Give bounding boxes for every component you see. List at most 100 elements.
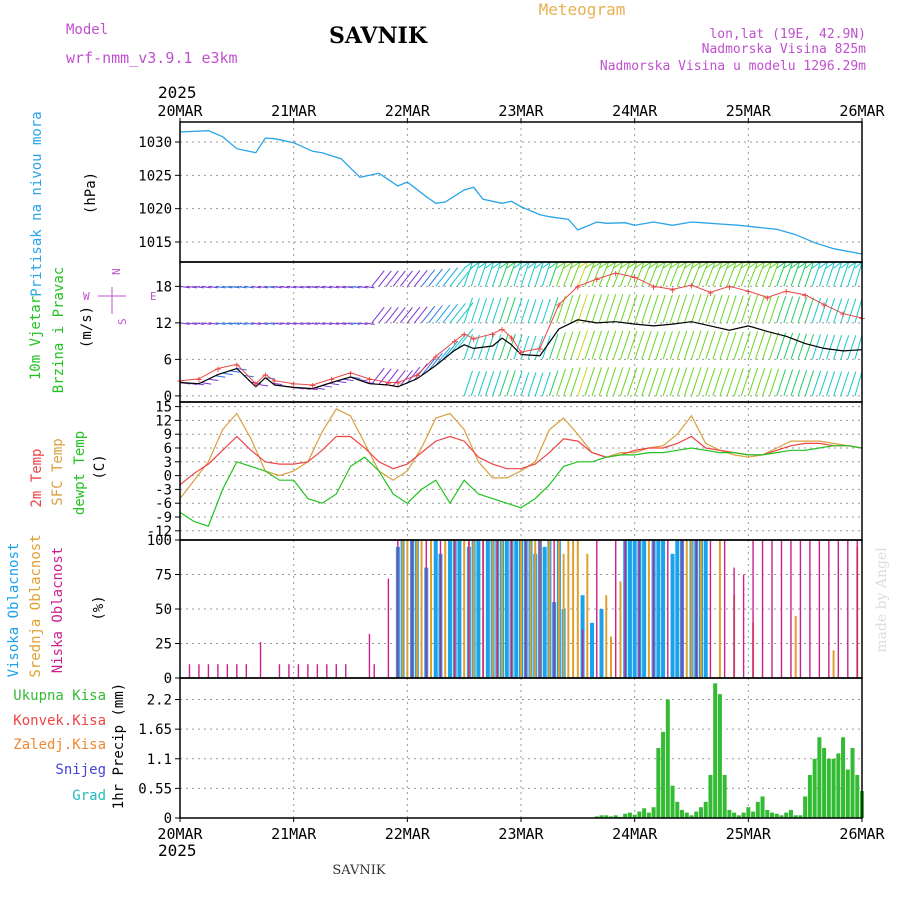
- precip-bar: [760, 796, 765, 818]
- wind-arrow: [485, 261, 494, 269]
- wind-panel-labels: 10m Vjetar Brzina i Pravac (m/s) N S W E: [28, 267, 157, 393]
- wind-arrow: [598, 367, 610, 397]
- precip-bar: [727, 809, 732, 818]
- precip-bar: [855, 774, 860, 818]
- cloud-mid-bar: [501, 540, 504, 678]
- y-tick-label: 1025: [138, 168, 172, 184]
- wind-gust-marker: +: [745, 285, 752, 298]
- wind-arrow: [619, 367, 631, 397]
- cloud-high-bar: [514, 540, 519, 678]
- wind-arrow: [243, 285, 254, 289]
- wind-arrow: [215, 322, 226, 325]
- wind-arrow: [470, 261, 480, 269]
- wind-arrow: [712, 261, 723, 287]
- wind-arrow: [506, 333, 516, 360]
- y-tick-label: 75: [155, 568, 172, 584]
- wind-arrow: [378, 368, 392, 385]
- wind-arrow: [605, 330, 617, 360]
- wind-arrow: [634, 330, 645, 360]
- wind-arrow: [754, 368, 766, 397]
- wind-arrow: [598, 261, 609, 269]
- wind-arrow: [520, 299, 530, 324]
- y-tick-label: 3: [164, 455, 172, 471]
- x-tick-label-top: 23MAR: [498, 102, 544, 120]
- wind-arrow: [556, 261, 566, 287]
- wind-arrow: [747, 331, 759, 360]
- watermark: made by Angel: [874, 547, 890, 653]
- y-tick-label: 0: [164, 671, 172, 687]
- wind-gust-marker: +: [631, 271, 638, 284]
- cloud-low-bar: [596, 540, 598, 678]
- wind-arrow: [541, 298, 551, 324]
- y-tick-label: 0: [164, 389, 172, 405]
- y-tick-label: 2.2: [147, 693, 172, 709]
- wind-arrow: [683, 330, 695, 360]
- wind-gust-marker: +: [489, 328, 496, 341]
- cloud-panel-labels: Visoka Oblacnost Srednja Oblacnost Niska…: [6, 534, 107, 677]
- precip-legend-hail: Grad: [72, 788, 106, 804]
- precip-panel-labels: Ukupna Kisa Konvek.Kisa Zaledj.Kisa Snij…: [13, 683, 127, 809]
- wind-gust-marker: +: [395, 377, 402, 390]
- wind-arrow: [208, 285, 219, 289]
- wind-arrow: [790, 369, 801, 397]
- wind-arrow: [414, 306, 428, 324]
- x-tick-label-bottom: 20MAR: [157, 825, 203, 843]
- wind-gust-marker: +: [262, 369, 269, 382]
- wind-arrow: [719, 331, 730, 360]
- wind-arrow: [222, 285, 233, 289]
- wind-arrow: [818, 334, 829, 360]
- wind-arrow: [520, 262, 530, 287]
- wind-gust-marker: +: [196, 373, 203, 386]
- compass-west: W: [83, 290, 90, 303]
- wind-arrow: [691, 261, 702, 287]
- lonlat-label: lon,lat (19E, 42.9N): [709, 27, 866, 42]
- cloud-mid-bar: [609, 636, 612, 678]
- precip-bar: [841, 737, 846, 818]
- wind-arrow: [343, 378, 354, 382]
- wind-arrow: [336, 322, 347, 325]
- wind-arrow: [719, 368, 730, 397]
- cloud-low-bar: [453, 540, 456, 678]
- wind-arrow: [705, 367, 716, 397]
- wind-gust-marker: +: [234, 358, 241, 371]
- wind-gust-marker: +: [707, 286, 714, 299]
- wind-gust-marker: +: [726, 280, 733, 293]
- wind-arrow: [691, 367, 702, 397]
- wind-arrow: [605, 367, 617, 397]
- wind-arrow: [627, 367, 638, 397]
- wind-arrow: [534, 299, 544, 324]
- wind-arrow: [478, 261, 487, 269]
- wind-arrow: [336, 380, 347, 384]
- cloud-high-bar: [476, 540, 481, 678]
- wind-arrow: [492, 261, 502, 287]
- wind-arrow: [819, 261, 828, 269]
- panel-precip: 0 0.55 1.1 1.65 2.2: [138, 678, 864, 827]
- cloud-title-high: Visoka Oblacnost: [6, 543, 22, 678]
- precip-bar: [836, 753, 841, 818]
- wind-arrow: [847, 298, 857, 324]
- wind-arrow: [236, 285, 247, 289]
- pressure-line: [179, 130, 863, 255]
- cloud-low-bar: [742, 574, 745, 678]
- wind-arrow: [392, 307, 406, 324]
- wind-arrow: [293, 285, 304, 289]
- wind-arrow: [187, 285, 198, 289]
- wind-gust-marker: +: [451, 335, 458, 348]
- cloud-low-bar: [373, 664, 375, 678]
- wind-arrow: [499, 261, 509, 287]
- wind-gust-marker: +: [252, 378, 259, 391]
- wind-arrow: [272, 322, 283, 325]
- wind-arrow: [641, 261, 652, 269]
- wind-arrow: [698, 261, 709, 269]
- precip-legend-total: Ukupna Kisa: [13, 688, 106, 704]
- y-tick-label: 100: [147, 533, 172, 549]
- wind-arrow: [222, 322, 233, 325]
- wind-arrow: [818, 371, 829, 397]
- wind-arrow: [655, 331, 666, 360]
- wind-arrow: [392, 370, 406, 387]
- cloud-mid-bar: [586, 553, 589, 678]
- x-tick-label-bottom: 24MAR: [612, 825, 658, 843]
- wind-arrow: [804, 297, 815, 324]
- wind-arrow: [477, 371, 488, 397]
- cloud-mid-bar: [529, 540, 532, 678]
